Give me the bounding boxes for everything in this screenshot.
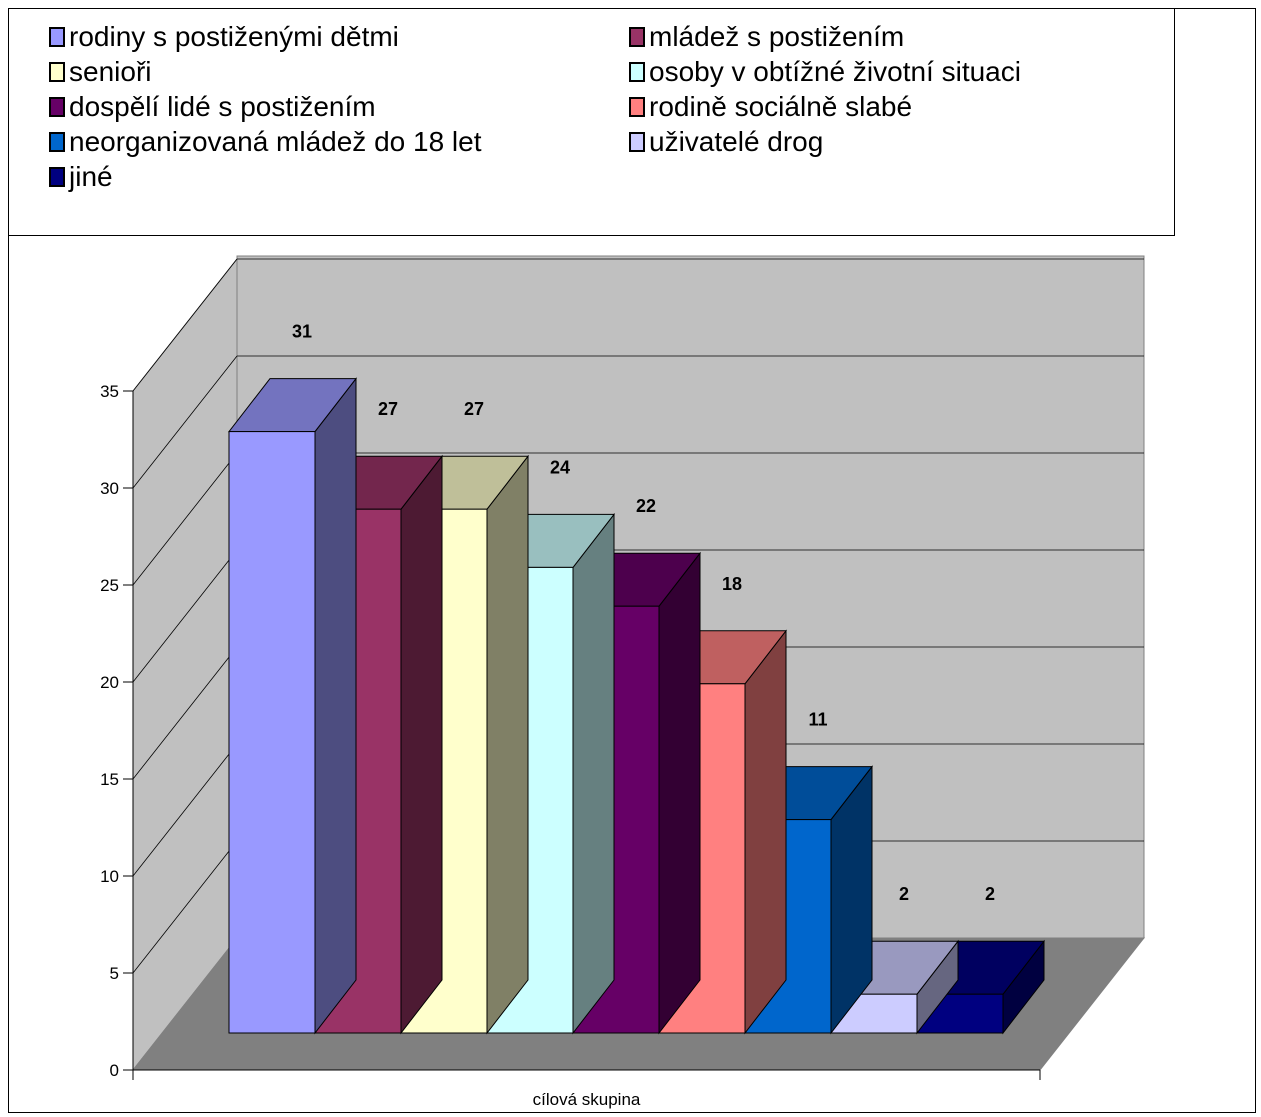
data-label: 11 bbox=[808, 710, 827, 730]
legend-item: rodině sociálně slabé bbox=[629, 91, 912, 123]
legend-swatch bbox=[49, 27, 65, 47]
data-label: 18 bbox=[722, 574, 742, 594]
y-tick-label: 10 bbox=[100, 867, 119, 886]
legend-label: rodiny s postiženými dětmi bbox=[69, 21, 399, 52]
bar-side bbox=[314, 377, 357, 1035]
legend-item: mládež s postižením bbox=[629, 21, 904, 53]
legend-swatch bbox=[49, 132, 65, 152]
data-label: 2 bbox=[985, 884, 995, 904]
legend-item: neorganizovaná mládež do 18 let bbox=[49, 126, 482, 158]
legend-swatch bbox=[49, 97, 65, 117]
data-label: 24 bbox=[550, 457, 570, 477]
y-tick-label: 20 bbox=[100, 673, 119, 692]
legend-item: senioři bbox=[49, 56, 151, 88]
legend-swatch bbox=[49, 62, 65, 82]
data-label: 2 bbox=[899, 884, 909, 904]
y-tick-label: 0 bbox=[110, 1061, 119, 1080]
bar-side bbox=[658, 551, 701, 1035]
gridline-side bbox=[132, 646, 238, 780]
legend-label: dospělí lidé s postižením bbox=[69, 91, 376, 122]
legend-label: rodině sociálně slabé bbox=[649, 91, 913, 122]
bar-side bbox=[400, 454, 443, 1035]
data-label: 31 bbox=[292, 322, 312, 342]
legend-label: jiné bbox=[69, 161, 113, 192]
gridline-side bbox=[132, 258, 238, 392]
bar-side bbox=[486, 454, 529, 1035]
bar-side bbox=[744, 629, 787, 1035]
side-wall bbox=[132, 257, 238, 1072]
gridline-side bbox=[132, 549, 238, 683]
legend-label: mládež s postižením bbox=[649, 21, 905, 52]
legend-label: senioři bbox=[69, 56, 152, 87]
gridline-side bbox=[132, 840, 238, 974]
bar bbox=[228, 431, 316, 1034]
legend-item: jiné bbox=[49, 161, 113, 193]
legend-label: uživatelé drog bbox=[649, 126, 824, 157]
legend-item: rodiny s postiženými dětmi bbox=[49, 21, 399, 53]
legend-swatch bbox=[49, 167, 65, 187]
gridline-side bbox=[132, 355, 238, 489]
gridline-side bbox=[132, 743, 238, 877]
y-tick-label: 30 bbox=[100, 479, 119, 498]
data-label: 27 bbox=[464, 399, 484, 419]
y-tick-label: 25 bbox=[100, 576, 119, 595]
y-tick-label: 15 bbox=[100, 770, 119, 789]
gridline-side bbox=[132, 452, 238, 586]
legend: rodiny s postiženými dětmi mládež s posti… bbox=[8, 8, 1175, 236]
y-tick-label: 35 bbox=[100, 382, 119, 401]
legend-item: uživatelé drog bbox=[629, 126, 823, 158]
legend-label: osoby v obtížné životní situaci bbox=[649, 56, 1021, 87]
y-tick-label: 5 bbox=[110, 964, 119, 983]
data-label: 27 bbox=[378, 399, 398, 419]
legend-swatch bbox=[629, 97, 645, 117]
legend-swatch bbox=[629, 62, 645, 82]
legend-label: neorganizovaná mládež do 18 let bbox=[69, 126, 482, 157]
data-label: 22 bbox=[636, 496, 656, 516]
legend-item: osoby v obtížné životní situaci bbox=[629, 56, 1021, 88]
legend-swatch bbox=[629, 132, 645, 152]
legend-swatch bbox=[629, 27, 645, 47]
bar-side bbox=[572, 512, 615, 1035]
x-axis-title: cílová skupina bbox=[533, 1090, 641, 1109]
legend-item: dospělí lidé s postižením bbox=[49, 91, 376, 123]
